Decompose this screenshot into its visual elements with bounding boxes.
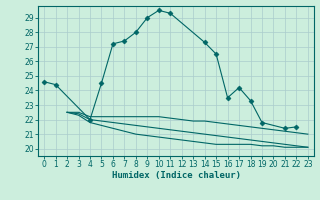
X-axis label: Humidex (Indice chaleur): Humidex (Indice chaleur) [111,171,241,180]
